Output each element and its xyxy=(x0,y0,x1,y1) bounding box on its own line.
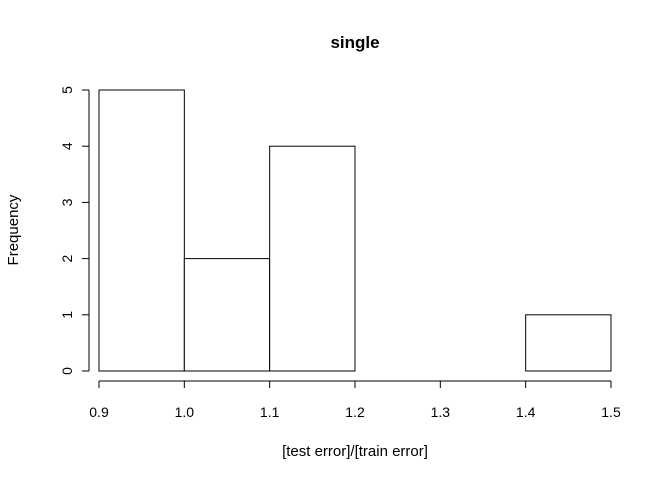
x-tick-label: 0.9 xyxy=(89,404,109,420)
y-tick-label: 1 xyxy=(59,311,75,319)
bars-group xyxy=(98,89,612,372)
x-axis: 0.9 1.0 1.1 1.2 1.3 1.4 1.5 xyxy=(89,380,621,420)
x-tick-label: 1.5 xyxy=(601,404,621,420)
x-tick-label: 1.2 xyxy=(345,404,365,420)
y-tick-label: 0 xyxy=(59,367,75,375)
y-tick-label: 4 xyxy=(59,142,75,150)
chart-title: single xyxy=(330,33,379,52)
y-axis-title: Frequency xyxy=(5,194,22,265)
histogram-bar-2 xyxy=(269,145,356,372)
y-tick-label: 5 xyxy=(59,86,75,94)
histogram-bar-1 xyxy=(183,258,271,372)
y-axis: 0 1 2 3 4 5 xyxy=(59,86,90,375)
y-tick-label: 3 xyxy=(59,198,75,206)
histogram-bar-5 xyxy=(525,314,612,372)
x-tick-label: 1.0 xyxy=(175,404,195,420)
histogram-bar-0 xyxy=(98,89,185,372)
y-tick-label: 2 xyxy=(59,254,75,262)
x-axis-title: [test error]/[train error] xyxy=(282,443,428,460)
x-tick-label: 1.4 xyxy=(516,404,536,420)
x-tick-label: 1.1 xyxy=(260,404,280,420)
x-tick-label: 1.3 xyxy=(431,404,451,420)
